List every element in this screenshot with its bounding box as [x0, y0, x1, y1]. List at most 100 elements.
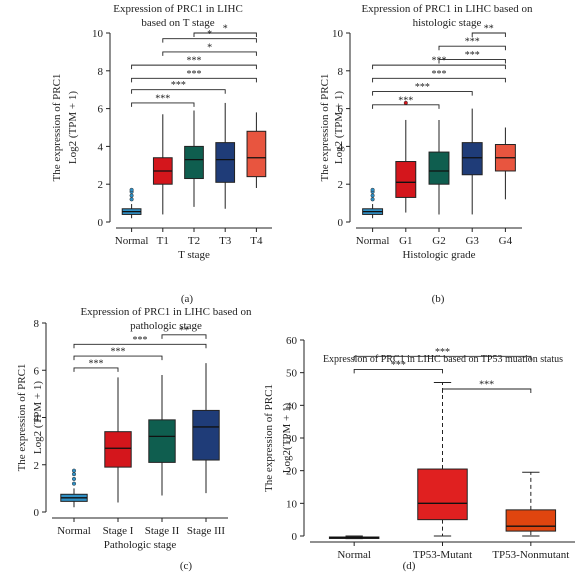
y-tick-label: 4: [338, 141, 344, 153]
y-tick-label: 4: [98, 141, 104, 153]
significance-bracket: ***: [131, 69, 257, 83]
box-iqr: [505, 509, 557, 532]
box-iqr: [428, 151, 450, 185]
y-tick-label: 50: [286, 368, 298, 380]
y-tick-label: 20: [286, 466, 298, 478]
panel-b-histologic-grade: Expression of PRC1 in LIHC based on hist…: [319, 3, 533, 305]
y-tick-label: 8: [338, 66, 344, 78]
x-tick-label: T2: [188, 235, 200, 247]
x-tick-label: T1: [157, 235, 169, 247]
significance-label: ***: [155, 93, 170, 104]
bracket-line: [438, 59, 506, 64]
bracket-line: [131, 89, 226, 94]
y-axis-label-line-2: Log2 (TPM + 1): [32, 381, 44, 454]
x-tick-label: T3: [219, 235, 232, 247]
significance-label: ***: [432, 69, 447, 80]
box-t3: [215, 102, 236, 209]
box-normal: [328, 535, 380, 540]
box-iqr: [192, 409, 220, 461]
x-tick-label: Normal: [115, 235, 149, 247]
bracket-line: [162, 38, 257, 43]
panel-label: (b): [432, 293, 445, 305]
outlier-point: [71, 472, 77, 477]
bracket-line: [161, 334, 207, 339]
y-tick-label: 30: [286, 433, 298, 445]
significance-label: ***: [89, 358, 104, 369]
box-g1: [395, 100, 417, 213]
bracket-line: [438, 45, 506, 51]
significance-bracket: ***: [73, 347, 163, 361]
significance-bracket: ***: [372, 82, 473, 96]
box-normal: [362, 187, 384, 219]
chart-title-line-2: histologic stage: [413, 17, 482, 29]
outlier-point: [370, 193, 375, 198]
significance-label: ***: [479, 380, 494, 391]
chart-title-line-2: based on T stage: [141, 17, 214, 29]
y-tick-label: 2: [338, 179, 344, 191]
box-stage-ii: [148, 374, 176, 496]
significance-bracket: ***: [131, 80, 226, 94]
significance-bracket: ***: [131, 56, 257, 70]
box-g4: [494, 127, 516, 200]
chart-title-line-1: Expression of PRC1 in LIHC based on: [80, 306, 252, 318]
significance-label: ***: [432, 56, 447, 67]
box-iqr: [148, 419, 176, 463]
outlier-point: [129, 187, 134, 192]
outlier-point: [370, 187, 375, 192]
x-tick-label: Stage I: [103, 525, 134, 537]
x-tick-label: Stage III: [187, 525, 226, 537]
significance-bracket: **: [161, 325, 207, 339]
bracket-line: [131, 102, 195, 107]
box-g3: [461, 108, 483, 215]
panel-c-pathologic-stage: Expression of PRC1 in LIHC based on path…: [16, 306, 252, 572]
significance-label: ***: [187, 69, 202, 80]
box-iqr: [215, 142, 236, 183]
bracket-line: [471, 32, 506, 37]
y-tick-label: 4: [34, 413, 40, 425]
significance-bracket: ***: [353, 360, 443, 374]
x-axis-label: T stage: [178, 249, 210, 261]
x-tick-label: Normal: [356, 235, 390, 247]
chart-title-line-1: Expression of PRC1 in LIHC based on: [361, 3, 533, 15]
significance-bracket: ***: [372, 56, 506, 70]
box-tp53-mutant: [417, 381, 468, 537]
outlier-point: [370, 197, 375, 202]
x-tick-label: TP53-Nonmutant: [492, 549, 569, 561]
chart-title-line-2: pathologic stage: [130, 320, 202, 332]
significance-label: ***: [187, 56, 202, 67]
significance-bracket: *: [162, 29, 257, 43]
y-tick-label: 0: [338, 217, 344, 229]
panel-label: (d): [403, 560, 416, 572]
y-tick-label: 2: [98, 179, 104, 191]
significance-bracket: ***: [438, 50, 506, 64]
significance-bracket: ***: [442, 380, 532, 393]
bracket-line: [372, 91, 473, 96]
box-stage-i: [104, 377, 132, 503]
significance-bracket: ***: [372, 69, 506, 83]
x-tick-label: Stage II: [145, 525, 180, 537]
bracket-line: [73, 367, 119, 372]
y-axis-label-line-1: The expression of PRC1: [319, 74, 331, 182]
box-t4: [246, 112, 267, 188]
box-iqr: [246, 130, 267, 178]
significance-label: ***: [111, 347, 126, 358]
bracket-line: [372, 77, 506, 83]
box-stage-iii: [192, 363, 220, 494]
outlier-point: [71, 476, 77, 481]
x-tick-label: Normal: [57, 525, 91, 537]
x-tick-label: G4: [499, 235, 513, 247]
significance-label: ***: [171, 80, 186, 91]
x-axis-label: Histologic grade: [402, 249, 475, 261]
y-axis-label-line-1: The expression of PRC1: [263, 384, 275, 492]
significance-bracket: *: [193, 24, 257, 37]
significance-label: **: [179, 325, 189, 336]
outlier-point: [71, 468, 77, 473]
significance-bracket: ***: [353, 347, 532, 361]
bracket-line: [372, 64, 506, 70]
y-axis-label-line-1: The expression of PRC1: [51, 74, 63, 182]
x-tick-label: G2: [432, 235, 445, 247]
significance-bracket: ***: [372, 95, 440, 109]
bracket-line: [193, 32, 257, 37]
box-t2: [184, 110, 204, 207]
chart-title-line-1: Expression of PRC1 in LIHC: [113, 3, 243, 15]
